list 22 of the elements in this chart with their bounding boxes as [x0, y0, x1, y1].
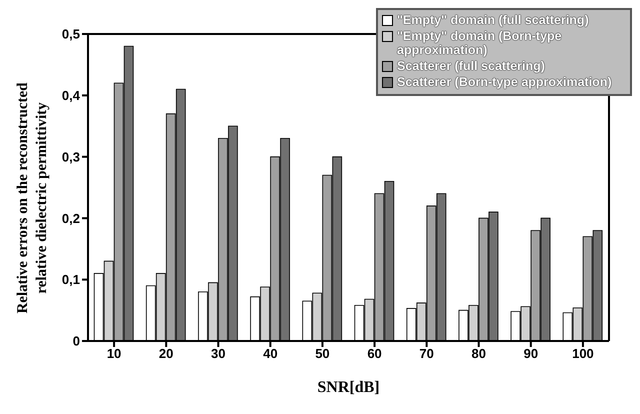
legend-label: "Empty" domain (full scattering) [397, 13, 589, 27]
legend-label: Scatterer (full scattering) [397, 59, 545, 73]
y-tick-label: 0 [72, 334, 80, 349]
y-tick-label: 0,5 [62, 26, 80, 42]
y-tick-label: 0,1 [62, 272, 80, 288]
legend-label: "Empty" domain (Born-type approximation) [397, 29, 563, 57]
x-tick-label: 100 [572, 346, 594, 362]
x-tick-label: 90 [524, 346, 538, 362]
y-tick-label: 0,2 [62, 210, 80, 226]
y-axis-title: Relative errors on the reconstructed relative dielectric permittivity [15, 82, 50, 314]
x-tick-label: 60 [367, 346, 382, 362]
y-tick-label: 0,3 [62, 149, 80, 164]
x-tick-label: 80 [472, 346, 486, 362]
x-tick-label: 40 [263, 346, 278, 362]
x-axis-title: SNR[dB] [317, 379, 380, 396]
x-tick-label: 20 [158, 346, 174, 362]
x-tick-label: 50 [315, 346, 330, 362]
x-tick-label: 10 [106, 346, 122, 362]
x-tick-label: 30 [211, 346, 226, 362]
x-tick-label: 70 [419, 346, 434, 362]
y-tick-label: 0,4 [62, 88, 81, 104]
legend-label: Scatterer (Born-type approximation) [397, 75, 612, 89]
